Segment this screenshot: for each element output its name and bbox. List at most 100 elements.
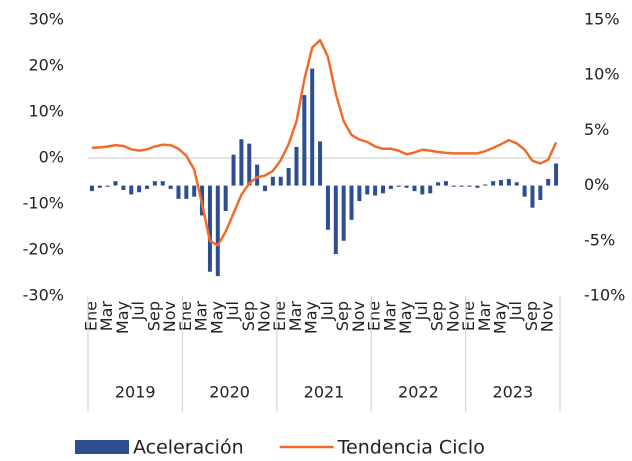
year-label: 2020 bbox=[209, 383, 250, 402]
x-tick-label: Ene bbox=[270, 301, 289, 331]
bar bbox=[459, 185, 464, 187]
bar bbox=[483, 184, 488, 186]
x-tick-label: Nov bbox=[160, 301, 179, 332]
bar bbox=[554, 163, 559, 186]
bar bbox=[160, 181, 165, 186]
bar bbox=[538, 185, 543, 200]
bar bbox=[475, 185, 480, 188]
bar bbox=[373, 185, 378, 196]
bar bbox=[530, 185, 535, 208]
bar bbox=[239, 139, 244, 186]
bar bbox=[176, 185, 181, 199]
bar bbox=[325, 185, 330, 230]
y2-tick-label: -5% bbox=[584, 230, 615, 249]
bar bbox=[499, 180, 503, 186]
bar bbox=[302, 95, 307, 186]
bar bbox=[428, 185, 433, 194]
bar bbox=[451, 185, 456, 187]
y-tick-label: -30% bbox=[23, 286, 64, 305]
legend-label: Tendencia Ciclo bbox=[337, 437, 485, 459]
bar bbox=[404, 185, 409, 188]
legend-swatch bbox=[75, 440, 129, 454]
x-tick-label: Jul bbox=[129, 301, 148, 321]
x-tick-label: Ene bbox=[365, 301, 384, 331]
bar bbox=[137, 185, 142, 193]
legend-label: Aceleración bbox=[133, 437, 244, 459]
x-tick-label: Jul bbox=[506, 301, 525, 321]
y2-tick-label: 0% bbox=[584, 175, 609, 194]
year-label: 2022 bbox=[398, 383, 439, 402]
bar bbox=[223, 185, 228, 211]
bar bbox=[89, 185, 94, 192]
x-tick-label: Nov bbox=[255, 301, 274, 332]
bar bbox=[184, 185, 189, 199]
bar bbox=[436, 182, 441, 186]
line bbox=[91, 38, 558, 247]
bar bbox=[420, 185, 425, 195]
bar bbox=[396, 185, 401, 187]
bar bbox=[341, 185, 346, 241]
bar bbox=[270, 176, 275, 186]
bar bbox=[310, 68, 315, 186]
y2-tick-label: 10% bbox=[584, 65, 620, 84]
bar bbox=[121, 185, 126, 191]
x-tick-label: Ene bbox=[176, 301, 195, 331]
x-tick-label: Ene bbox=[81, 301, 100, 331]
bar bbox=[247, 143, 252, 186]
bar bbox=[318, 141, 323, 186]
y2-tick-label: -10% bbox=[584, 286, 625, 305]
bar bbox=[412, 185, 417, 192]
bar bbox=[105, 185, 110, 187]
bar bbox=[506, 178, 511, 186]
bar bbox=[357, 185, 362, 202]
y-tick-label: 0% bbox=[39, 148, 64, 167]
x-tick-label: May bbox=[396, 301, 415, 334]
year-label: 2021 bbox=[304, 383, 345, 402]
y-tick-label: 30% bbox=[28, 10, 64, 29]
y-tick-label: 20% bbox=[28, 56, 64, 75]
bar bbox=[207, 185, 212, 272]
x-tick-label: Nov bbox=[349, 301, 368, 332]
bar bbox=[491, 181, 496, 186]
bar bbox=[365, 185, 370, 195]
x-tick-label: Sep bbox=[239, 301, 258, 331]
x-tick-label: May bbox=[113, 301, 132, 334]
x-tick-label: Mar bbox=[380, 301, 399, 332]
bar bbox=[192, 185, 197, 197]
x-tick-label: Mar bbox=[475, 301, 494, 332]
year-label: 2023 bbox=[492, 383, 533, 402]
bar bbox=[381, 185, 385, 194]
bar bbox=[388, 185, 393, 189]
bar bbox=[349, 185, 354, 220]
x-tick-label: Ene bbox=[459, 301, 478, 331]
bar bbox=[443, 181, 448, 186]
y2-tick-label: 15% bbox=[584, 10, 620, 29]
x-tick-label: Sep bbox=[144, 301, 163, 331]
bar bbox=[145, 185, 149, 189]
bar bbox=[263, 185, 267, 192]
x-tick-label: Jul bbox=[412, 301, 431, 321]
bar bbox=[113, 181, 118, 186]
bar bbox=[129, 185, 134, 195]
bar bbox=[514, 182, 519, 186]
bar bbox=[152, 181, 157, 186]
x-tick-label: Nov bbox=[443, 301, 462, 332]
bar bbox=[286, 167, 291, 186]
bar bbox=[294, 146, 299, 186]
bar bbox=[255, 164, 260, 186]
y-tick-label: -20% bbox=[23, 240, 64, 259]
bar bbox=[278, 176, 283, 186]
x-tick-label: Nov bbox=[538, 301, 557, 332]
x-tick-label: May bbox=[491, 301, 510, 334]
bar bbox=[215, 185, 220, 277]
x-tick-label: Jul bbox=[317, 301, 336, 321]
year-label: 2019 bbox=[115, 383, 156, 402]
y-tick-label: -10% bbox=[23, 194, 64, 213]
x-tick-label: May bbox=[302, 301, 321, 334]
x-tick-label: Mar bbox=[286, 301, 305, 332]
x-tick-label: Mar bbox=[97, 301, 116, 332]
bar bbox=[97, 185, 102, 188]
x-tick-label: Sep bbox=[333, 301, 352, 331]
x-tick-label: Mar bbox=[192, 301, 211, 332]
